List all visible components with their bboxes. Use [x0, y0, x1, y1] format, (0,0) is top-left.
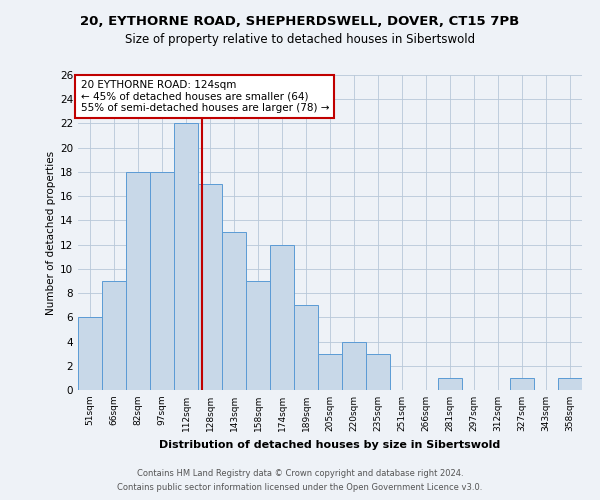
Text: 20 EYTHORNE ROAD: 124sqm
← 45% of detached houses are smaller (64)
55% of semi-d: 20 EYTHORNE ROAD: 124sqm ← 45% of detach… [80, 80, 329, 113]
Bar [438, 378, 462, 390]
Bar [270, 244, 294, 390]
Bar [558, 378, 582, 390]
Bar [318, 354, 342, 390]
Bar [150, 172, 174, 390]
Bar [510, 378, 534, 390]
Bar [174, 124, 198, 390]
Text: Contains HM Land Registry data © Crown copyright and database right 2024.: Contains HM Land Registry data © Crown c… [137, 468, 463, 477]
Bar [342, 342, 366, 390]
Y-axis label: Number of detached properties: Number of detached properties [46, 150, 56, 314]
Bar [294, 305, 318, 390]
Bar [198, 184, 222, 390]
Bar [366, 354, 390, 390]
Text: 20, EYTHORNE ROAD, SHEPHERDSWELL, DOVER, CT15 7PB: 20, EYTHORNE ROAD, SHEPHERDSWELL, DOVER,… [80, 15, 520, 28]
Bar [78, 318, 102, 390]
X-axis label: Distribution of detached houses by size in Sibertswold: Distribution of detached houses by size … [160, 440, 500, 450]
Bar [102, 281, 126, 390]
Text: Size of property relative to detached houses in Sibertswold: Size of property relative to detached ho… [125, 32, 475, 46]
Text: Contains public sector information licensed under the Open Government Licence v3: Contains public sector information licen… [118, 484, 482, 492]
Bar [126, 172, 150, 390]
Bar [246, 281, 270, 390]
Bar [222, 232, 246, 390]
